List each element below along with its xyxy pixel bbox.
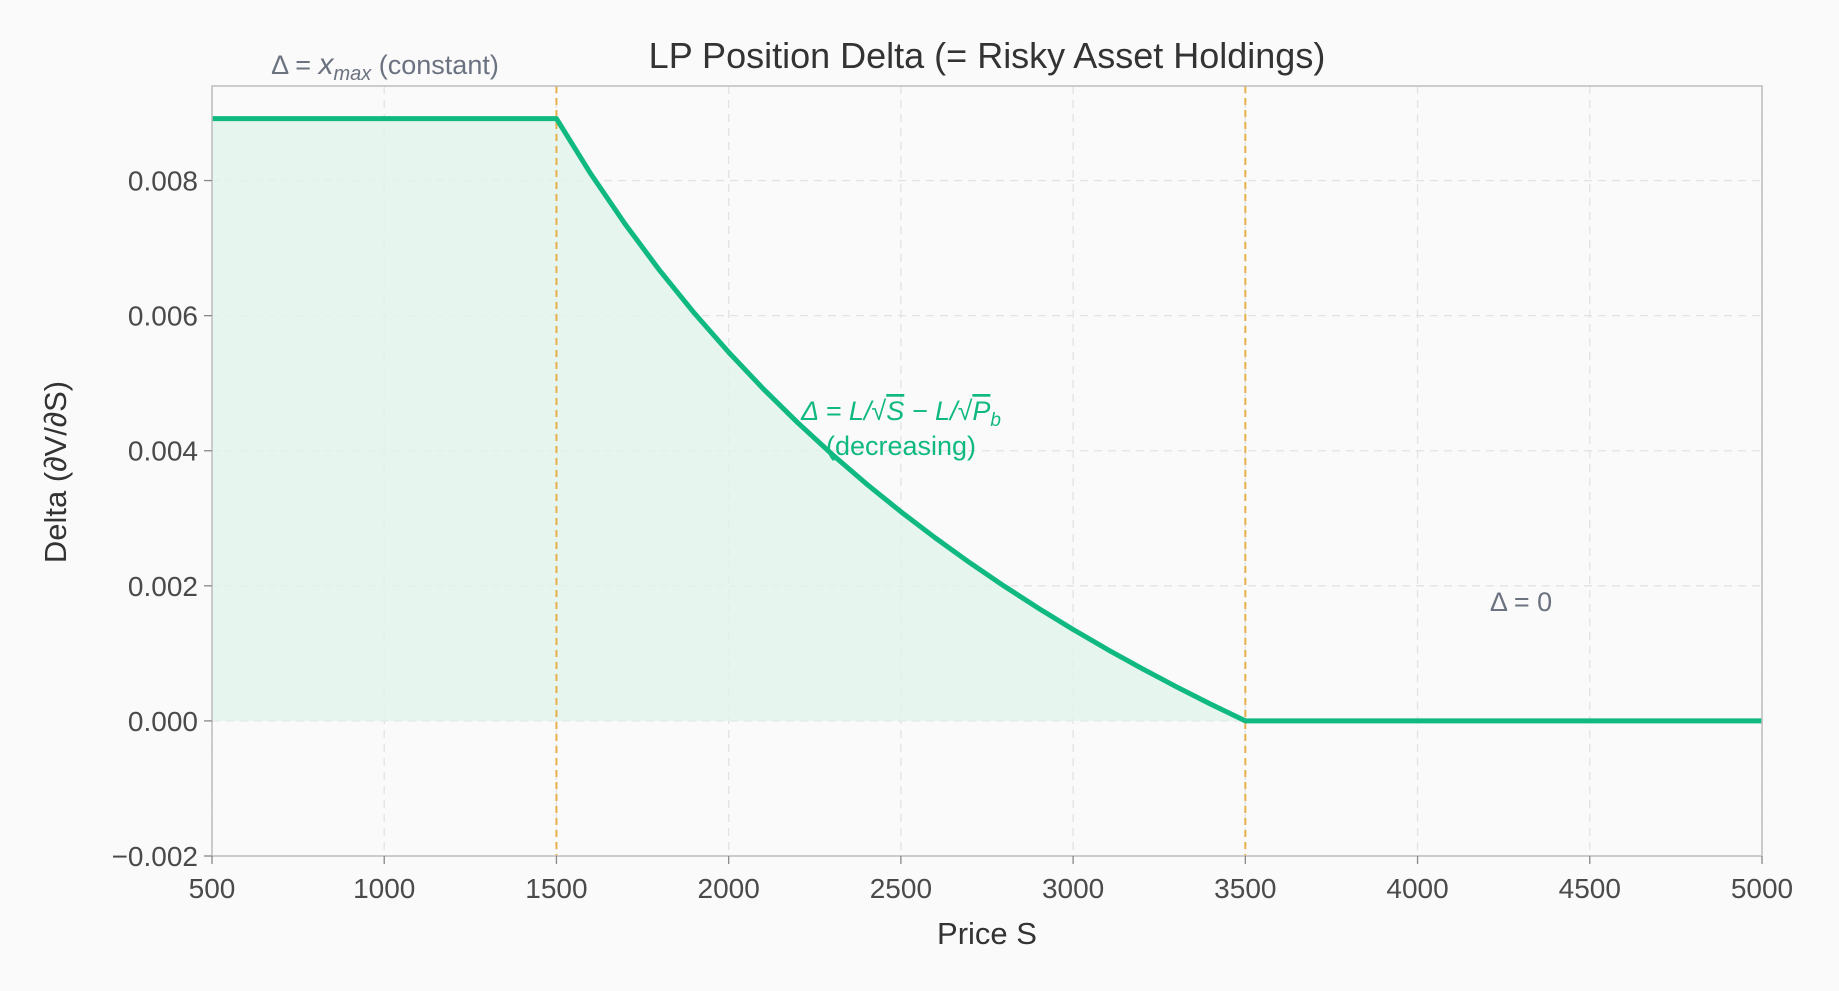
y-tick-label: 0.000 bbox=[128, 706, 198, 737]
sqrt-icon: √ bbox=[871, 396, 886, 426]
annotation-zero: Δ = 0 bbox=[1490, 587, 1552, 617]
sqrt-icon: √ bbox=[958, 396, 973, 426]
x-tick-label: 1500 bbox=[525, 873, 587, 904]
x-tick-label: 500 bbox=[189, 873, 236, 904]
ann-sub: max bbox=[333, 63, 372, 85]
y-tick-label: 0.004 bbox=[128, 436, 198, 467]
formula-p: P bbox=[972, 396, 990, 426]
x-tick-label: 3500 bbox=[1214, 873, 1276, 904]
formula-mid: − L/ bbox=[904, 396, 960, 426]
x-tick-label: 3000 bbox=[1042, 873, 1104, 904]
y-tick-label: 0.002 bbox=[128, 571, 198, 602]
y-tick-label: 0.006 bbox=[128, 301, 198, 332]
chart-title: LP Position Delta (= Risky Asset Holding… bbox=[649, 35, 1326, 76]
formula-sub: b bbox=[990, 410, 1001, 431]
x-axis: 500 1000 1500 2000 2500 3000 3500 4000 4500 5000 bbox=[189, 856, 1793, 904]
x-tick-label: 1000 bbox=[353, 873, 415, 904]
annotation-formula: Δ = L/√S − L/√Pb bbox=[800, 396, 1001, 431]
ann-var: x bbox=[316, 48, 334, 81]
x-tick-label: 2000 bbox=[698, 873, 760, 904]
x-tick-label: 2500 bbox=[870, 873, 932, 904]
y-axis-label: Delta (∂V/∂S) bbox=[38, 381, 73, 563]
x-tick-label: 4500 bbox=[1559, 873, 1621, 904]
formula-s: S bbox=[886, 396, 904, 426]
x-tick-label: 4000 bbox=[1386, 873, 1448, 904]
ann-prefix: Δ = bbox=[271, 50, 318, 80]
x-axis-label: Price S bbox=[937, 916, 1037, 951]
delta-line bbox=[212, 116, 1762, 724]
annotation-constant: Δ = xmax (constant) bbox=[271, 48, 499, 85]
x-tick-label: 5000 bbox=[1731, 873, 1793, 904]
area-fill bbox=[212, 118, 1762, 721]
y-tick-label: 0.008 bbox=[128, 166, 198, 197]
y-axis: −0.002 0.000 0.002 0.004 0.006 0.008 bbox=[112, 166, 212, 872]
annotation-decreasing: (decreasing) bbox=[826, 431, 976, 461]
formula-prefix: Δ = L/ bbox=[800, 396, 874, 426]
plot-frame bbox=[211, 85, 1763, 857]
ann-suffix: (constant) bbox=[371, 50, 499, 80]
x-axis-label-text: Price S bbox=[937, 916, 1037, 951]
y-tick-label: −0.002 bbox=[112, 841, 198, 872]
boundary-lines bbox=[555, 86, 1247, 856]
